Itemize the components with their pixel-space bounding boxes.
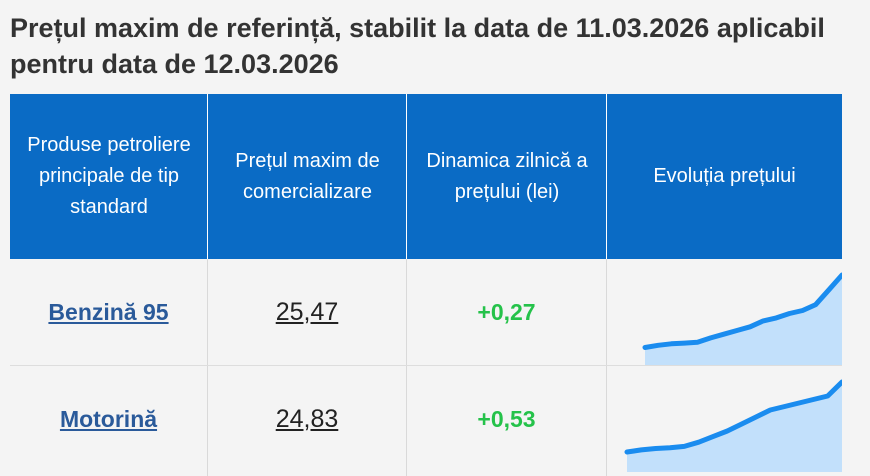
max-price-value: 24,83 [275, 404, 339, 433]
table-header: Produse petroliere principale de tip sta… [10, 94, 842, 259]
column-header-daily-change: Dinamica zilnică a prețului (lei) [426, 149, 588, 203]
table-row: Benzină 95 25,47 +0,27 [10, 259, 842, 365]
change-cell: +0,53 [407, 366, 606, 472]
header-divider [207, 94, 208, 259]
trend-cell [607, 259, 842, 365]
daily-change-value: +0,27 [477, 298, 536, 325]
column-divider [207, 259, 208, 476]
row-divider [10, 365, 842, 366]
product-link-motorina[interactable]: Motorină [59, 405, 158, 432]
trend-cell [607, 366, 842, 472]
price-table: Produse petroliere principale de tip sta… [10, 94, 842, 476]
price-cell: 24,83 [208, 366, 406, 472]
product-link-benzina-95[interactable]: Benzină 95 [48, 298, 169, 325]
product-cell: Motorină [10, 366, 207, 472]
column-header-products: Produse petroliere principale de tip sta… [27, 134, 191, 218]
sparkline-area [627, 382, 842, 472]
column-header-max-price: Prețul maxim de comercializare [235, 149, 380, 203]
sparkline-line [642, 272, 842, 350]
sparkline-line [624, 379, 842, 455]
table-row: Motorină 24,83 +0,53 [10, 366, 842, 472]
price-trend-sparkline [642, 272, 842, 365]
max-price-value: 25,47 [275, 297, 339, 326]
price-trend-sparkline [624, 379, 842, 472]
daily-change-value: +0,53 [477, 405, 536, 432]
column-divider [606, 259, 607, 476]
page-title: Prețul maxim de referință, stabilit la d… [10, 13, 825, 79]
change-cell: +0,27 [407, 259, 606, 365]
column-header-price-trend: Evoluția prețului [653, 165, 796, 187]
price-cell: 25,47 [208, 259, 406, 365]
column-divider [406, 259, 407, 476]
header-divider [406, 94, 407, 259]
product-cell: Benzină 95 [10, 259, 207, 365]
sparkline-area [645, 275, 842, 365]
header-divider [606, 94, 607, 259]
